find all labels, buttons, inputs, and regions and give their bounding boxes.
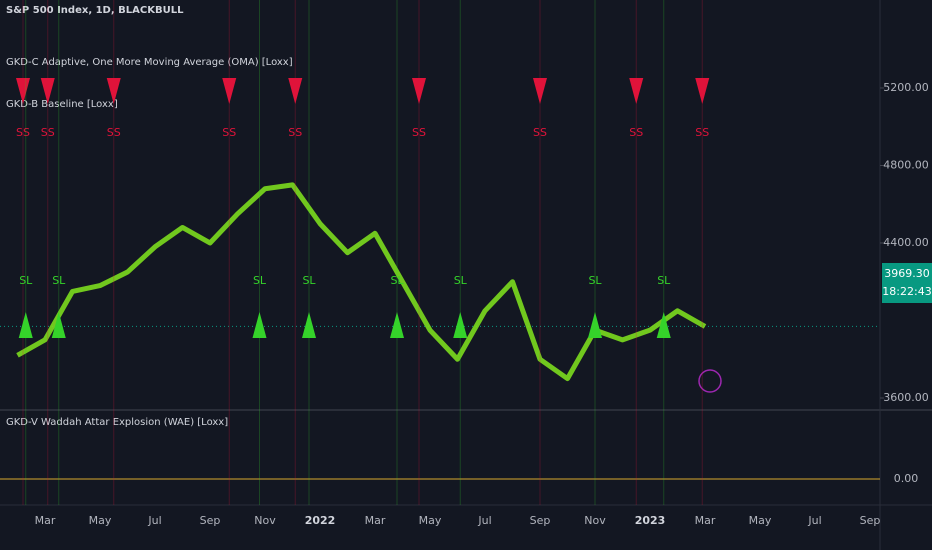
signal-label: SL	[454, 274, 468, 287]
short-arrow	[106, 78, 121, 104]
long-arrow	[51, 312, 66, 338]
signal-label: SL	[19, 274, 33, 287]
x-tick-label: Sep	[860, 514, 881, 527]
x-tick-label: 2023	[635, 514, 666, 527]
indicator-label: GKD-C Adaptive, One More Moving Average …	[6, 57, 293, 68]
price-line	[16, 182, 707, 382]
last-price-box	[882, 263, 932, 303]
signal-label: SL	[52, 274, 66, 287]
signal-label: SS	[41, 126, 55, 139]
x-tick-label: Jul	[807, 514, 821, 527]
long-arrow	[656, 312, 671, 338]
long-arrow	[302, 312, 316, 338]
x-tick-label: Sep	[200, 514, 221, 527]
x-tick-label: Jul	[477, 514, 491, 527]
long-arrow	[453, 312, 468, 338]
signal-label: SL	[657, 274, 671, 287]
long-arrow	[390, 312, 404, 338]
x-tick-label: Nov	[254, 514, 276, 527]
short-arrow	[412, 78, 426, 104]
signal-label: SL	[302, 274, 316, 287]
x-tick-label: 2022	[305, 514, 336, 527]
signal-label: SS	[629, 126, 643, 139]
y-tick-label: 4800.00	[883, 158, 929, 171]
short-arrow	[40, 78, 55, 104]
x-tick-label: May	[419, 514, 442, 527]
short-arrow	[288, 78, 303, 104]
x-tick-label: Mar	[35, 514, 56, 527]
short-arrow	[629, 78, 644, 104]
signal-label: SS	[107, 126, 121, 139]
x-tick-label: Mar	[695, 514, 716, 527]
y-tick-label: 0.00	[894, 472, 919, 485]
signal-label: SS	[412, 126, 426, 139]
signal-label: SS	[288, 126, 302, 139]
x-tick-label: Nov	[584, 514, 606, 527]
chart-title: S&P 500 Index, 1D, BLACKBULL	[6, 5, 184, 16]
x-tick-label: May	[89, 514, 112, 527]
signal-label: SS	[533, 126, 547, 139]
x-tick-label: Sep	[530, 514, 551, 527]
countdown: 18:22:43	[882, 285, 931, 298]
y-tick-label: 4400.00	[883, 236, 929, 249]
signal-label: SS	[695, 126, 709, 139]
short-arrow	[222, 78, 237, 104]
long-arrow	[588, 312, 602, 338]
x-tick-label: Jul	[147, 514, 161, 527]
indicator-label: GKD-V Waddah Attar Explosion (WAE) [Loxx…	[6, 417, 228, 428]
signal-label: SL	[588, 274, 602, 287]
long-arrow	[18, 312, 33, 338]
y-tick-label: 3600.00	[883, 391, 929, 404]
short-arrow	[695, 78, 710, 104]
long-arrow	[252, 312, 267, 338]
signal-label: SL	[390, 274, 404, 287]
short-arrow	[533, 78, 547, 104]
y-tick-label: 5200.00	[883, 81, 929, 94]
x-tick-label: May	[749, 514, 772, 527]
last-price: 3969.30	[884, 267, 930, 280]
event-icon[interactable]	[698, 369, 722, 393]
signal-label: SS	[16, 126, 30, 139]
indicator-label: GKD-B Baseline [Loxx]	[6, 99, 118, 110]
signal-label: SL	[253, 274, 267, 287]
x-tick-label: Mar	[365, 514, 386, 527]
signal-label: SS	[222, 126, 236, 139]
short-arrow	[16, 78, 30, 104]
